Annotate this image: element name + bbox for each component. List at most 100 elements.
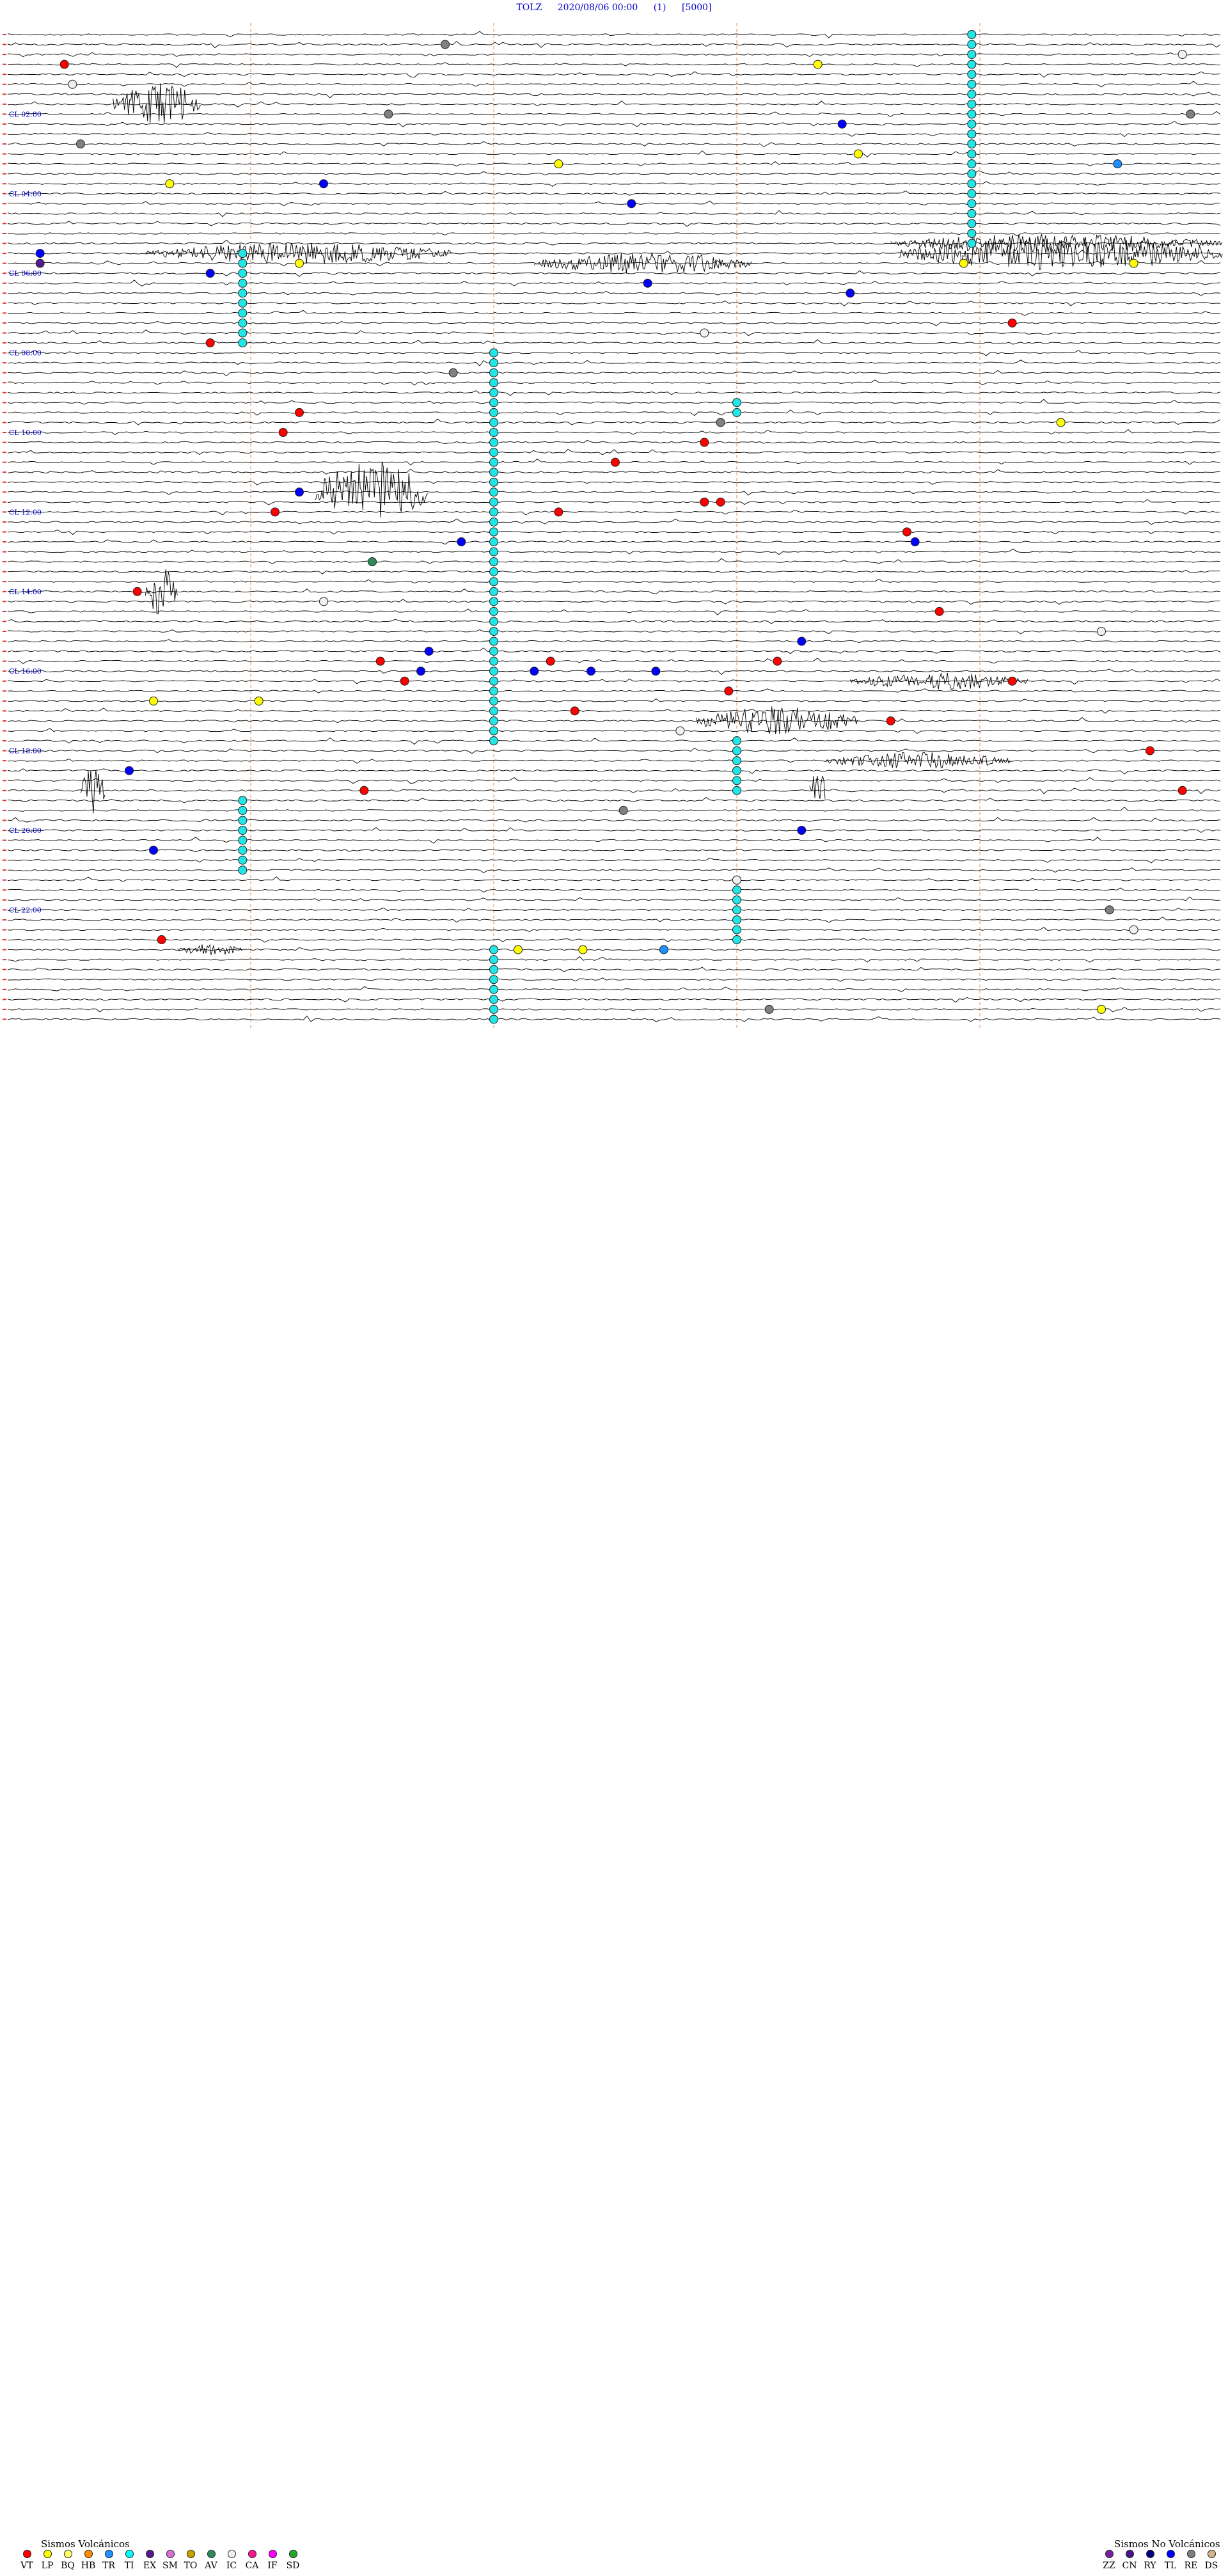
trace-line <box>7 41 1221 49</box>
trace-start-mark <box>3 372 6 374</box>
event-marker-ic <box>1177 50 1187 59</box>
event-marker-vt <box>611 457 620 467</box>
trace-start-mark <box>3 879 6 881</box>
tremor-marker <box>967 139 977 149</box>
trace-line <box>7 239 1221 246</box>
trace-line <box>7 569 1220 574</box>
trace-start-mark <box>3 312 6 314</box>
tremor-marker <box>238 846 248 855</box>
legend-code: RY <box>1144 2561 1156 2571</box>
event-marker-re <box>716 418 725 427</box>
tremor-marker <box>238 835 248 845</box>
tremor-markers <box>238 30 977 1024</box>
event-marker-av <box>368 557 377 567</box>
legend-dot <box>1105 2550 1114 2558</box>
legend-dot <box>22 2550 31 2558</box>
tremor-marker <box>967 119 977 129</box>
legend-item-if: IF <box>262 2550 283 2571</box>
tremor-marker <box>489 597 498 606</box>
trace-line <box>7 360 1221 367</box>
tremor-marker <box>489 527 498 537</box>
event-marker-lp <box>1056 418 1066 427</box>
legend-item-re: RE <box>1181 2550 1201 2571</box>
legend-item-bq: BQ <box>58 2550 78 2571</box>
event-marker-vt <box>295 407 304 417</box>
trace-line <box>7 796 1221 803</box>
time-label: CL 02:00 <box>9 110 42 118</box>
event-marker-tl <box>424 647 434 656</box>
legend-code: TR <box>102 2561 115 2571</box>
event-marker-ic <box>319 597 328 606</box>
trace-line <box>7 161 1221 167</box>
trace-start-mark <box>3 441 6 443</box>
tremor-marker <box>489 587 498 596</box>
tremor-marker <box>489 984 498 994</box>
event-marker-vt <box>546 656 555 666</box>
trace-start-mark <box>3 680 6 682</box>
tremor-marker <box>489 368 498 377</box>
legend-volcanic-items: VT LP BQ HB TR TI EX SM TO AV IC CA IF SD <box>17 2550 303 2571</box>
event-marker-vt <box>700 497 709 507</box>
trace-line <box>7 787 1221 794</box>
legend-item-tr: TR <box>98 2550 119 2571</box>
tremor-marker <box>489 438 498 447</box>
trace-line <box>7 887 1221 893</box>
trace-start-mark <box>3 610 6 612</box>
tremor-marker <box>238 318 248 328</box>
tremor-marker <box>967 169 977 178</box>
trace-line <box>7 938 1221 943</box>
trace-start-mark <box>3 422 6 423</box>
noise-bursts <box>80 83 1223 955</box>
trace-start-mark <box>3 432 6 433</box>
trace-start-mark <box>3 342 6 344</box>
trace-start-mark <box>3 212 6 214</box>
time-label: CL 12:00 <box>9 508 42 516</box>
event-marker-tl <box>797 636 807 646</box>
event-marker-lp <box>254 696 264 706</box>
trace-start-mark <box>3 382 6 384</box>
trace-line <box>7 658 1221 665</box>
trace-start-mark <box>3 242 6 244</box>
trace-line <box>7 558 1221 564</box>
trace-start-mark <box>3 123 6 125</box>
trace-line <box>7 390 1221 396</box>
trace-start-mark <box>3 909 6 911</box>
trace-start-mark <box>3 620 6 622</box>
trace-line <box>7 837 1221 844</box>
seismic-traces <box>3 31 1221 1022</box>
trace-line <box>7 997 1221 1003</box>
noise-burst <box>899 237 1223 270</box>
legend-dot <box>1125 2550 1134 2558</box>
trace-start-mark <box>3 899 6 901</box>
legend-code: IC <box>226 2561 237 2571</box>
trace-start-mark <box>3 919 6 921</box>
event-marker-vt <box>278 428 288 437</box>
trace-line <box>7 418 1221 425</box>
noise-burst <box>315 461 429 518</box>
event-marker-tl <box>797 826 807 835</box>
tremor-marker <box>238 308 248 318</box>
trace-line <box>7 52 1221 58</box>
legend-code: CA <box>245 2561 259 2571</box>
event-marker-re <box>448 368 458 377</box>
trace-start-mark <box>3 800 6 802</box>
trace-start-mark <box>3 362 6 364</box>
trace-start-mark <box>3 590 6 592</box>
tremor-marker <box>238 269 248 278</box>
event-marker-lp <box>514 945 523 954</box>
legend-item-ex: EX <box>139 2550 160 2571</box>
trace-line <box>7 510 1221 516</box>
tremor-marker <box>238 288 248 298</box>
tremor-marker <box>489 378 498 388</box>
legend-dot <box>125 2550 134 2558</box>
trace-start-mark <box>3 819 6 821</box>
trace-start-mark <box>3 133 6 135</box>
tremor-marker <box>967 50 977 59</box>
trace-line <box>7 707 1221 714</box>
noise-burst <box>696 706 858 734</box>
trace-start-mark <box>3 352 6 354</box>
tremor-marker <box>489 448 498 457</box>
plot-title: TOLZ 2020/08/06 00:00 (1) [5000] <box>0 3 1228 13</box>
tremor-marker <box>238 855 248 865</box>
trace-line <box>7 817 1221 823</box>
